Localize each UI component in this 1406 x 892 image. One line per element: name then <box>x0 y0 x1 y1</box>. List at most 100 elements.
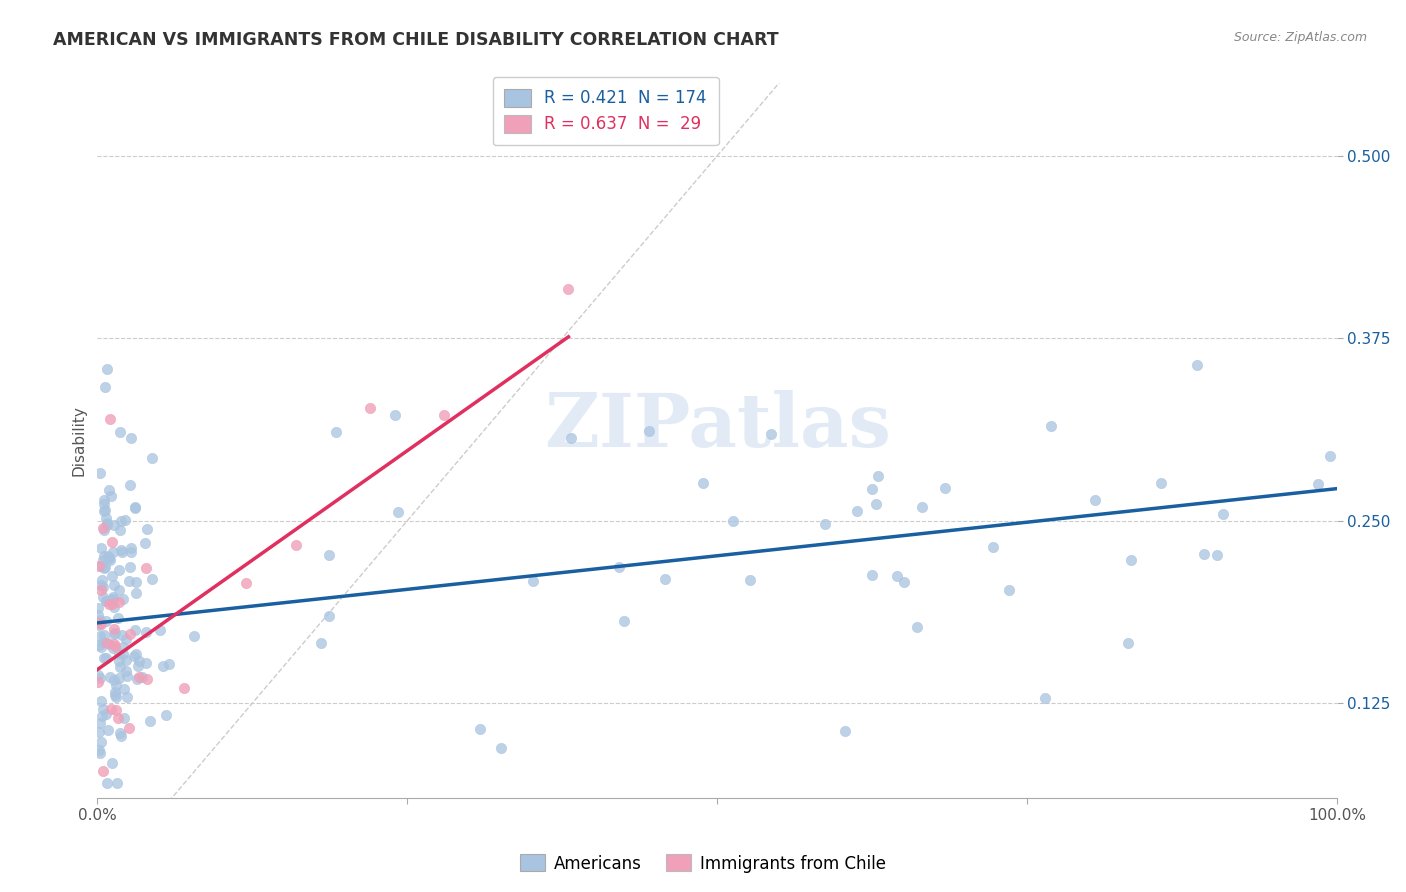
Point <box>135 561 157 575</box>
Point <box>134 536 156 550</box>
Point <box>97 723 120 738</box>
Point <box>983 541 1005 555</box>
Point <box>470 723 492 737</box>
Point <box>89 613 111 627</box>
Point <box>284 538 307 552</box>
Y-axis label: Disability: Disability <box>72 405 86 476</box>
Point <box>114 664 136 678</box>
Point <box>814 516 837 531</box>
Point <box>107 582 129 597</box>
Point <box>1185 358 1208 372</box>
Point <box>93 561 115 575</box>
Point <box>114 512 136 526</box>
Point <box>721 514 744 528</box>
Point <box>104 626 127 640</box>
Point <box>100 702 122 716</box>
Point <box>1040 418 1063 433</box>
Point <box>91 521 114 535</box>
Point <box>89 628 111 642</box>
Point <box>120 541 142 555</box>
Point <box>387 505 409 519</box>
Point <box>110 729 132 743</box>
Point <box>905 620 928 634</box>
Point <box>93 523 115 537</box>
Point <box>118 574 141 588</box>
Point <box>893 574 915 589</box>
Point <box>90 541 112 556</box>
Point <box>87 617 110 632</box>
Point <box>489 740 512 755</box>
Point <box>654 572 676 586</box>
Point <box>112 681 135 696</box>
Point <box>1116 635 1139 649</box>
Point <box>998 583 1021 598</box>
Point <box>103 578 125 592</box>
Point <box>89 615 111 630</box>
Point <box>183 629 205 643</box>
Point <box>110 660 132 674</box>
Point <box>101 640 124 655</box>
Point <box>93 560 115 574</box>
Point <box>94 380 117 394</box>
Point <box>115 653 138 667</box>
Point <box>87 559 110 574</box>
Point <box>90 617 112 632</box>
Point <box>1119 553 1142 567</box>
Point <box>139 714 162 729</box>
Point <box>105 703 128 717</box>
Point <box>127 672 149 686</box>
Point <box>100 490 122 504</box>
Point <box>131 670 153 684</box>
Point <box>89 615 111 630</box>
Point <box>115 690 138 704</box>
Point <box>111 591 134 606</box>
Point <box>90 558 112 573</box>
Point <box>759 427 782 442</box>
Point <box>934 481 956 495</box>
Point <box>103 626 125 640</box>
Text: AMERICAN VS IMMIGRANTS FROM CHILE DISABILITY CORRELATION CHART: AMERICAN VS IMMIGRANTS FROM CHILE DISABI… <box>53 31 779 49</box>
Point <box>124 624 146 638</box>
Point <box>101 591 124 606</box>
Point <box>94 706 117 721</box>
Point <box>96 776 118 790</box>
Point <box>127 659 149 673</box>
Point <box>1035 690 1057 705</box>
Point <box>522 574 544 588</box>
Point <box>100 597 122 611</box>
Point <box>98 411 121 425</box>
Point <box>173 681 195 696</box>
Point <box>108 425 131 439</box>
Point <box>433 409 456 423</box>
Point <box>91 553 114 567</box>
Point <box>135 624 157 639</box>
Point <box>94 614 117 628</box>
Point <box>90 573 112 587</box>
Point <box>94 511 117 525</box>
Point <box>108 726 131 740</box>
Point <box>98 483 121 498</box>
Point <box>115 669 138 683</box>
Point <box>96 594 118 608</box>
Point <box>613 614 636 628</box>
Point <box>98 552 121 566</box>
Point <box>157 657 180 671</box>
Point <box>1319 449 1341 463</box>
Point <box>96 516 118 530</box>
Point <box>834 723 856 738</box>
Point <box>103 599 125 614</box>
Point <box>1150 475 1173 490</box>
Point <box>118 721 141 735</box>
Point <box>111 628 134 642</box>
Point <box>120 560 142 574</box>
Point <box>91 709 114 723</box>
Point <box>96 636 118 650</box>
Point <box>115 632 138 646</box>
Point <box>93 651 115 665</box>
Point <box>89 743 111 757</box>
Point <box>91 764 114 779</box>
Point <box>103 638 125 652</box>
Point <box>97 638 120 652</box>
Point <box>93 497 115 511</box>
Point <box>96 361 118 376</box>
